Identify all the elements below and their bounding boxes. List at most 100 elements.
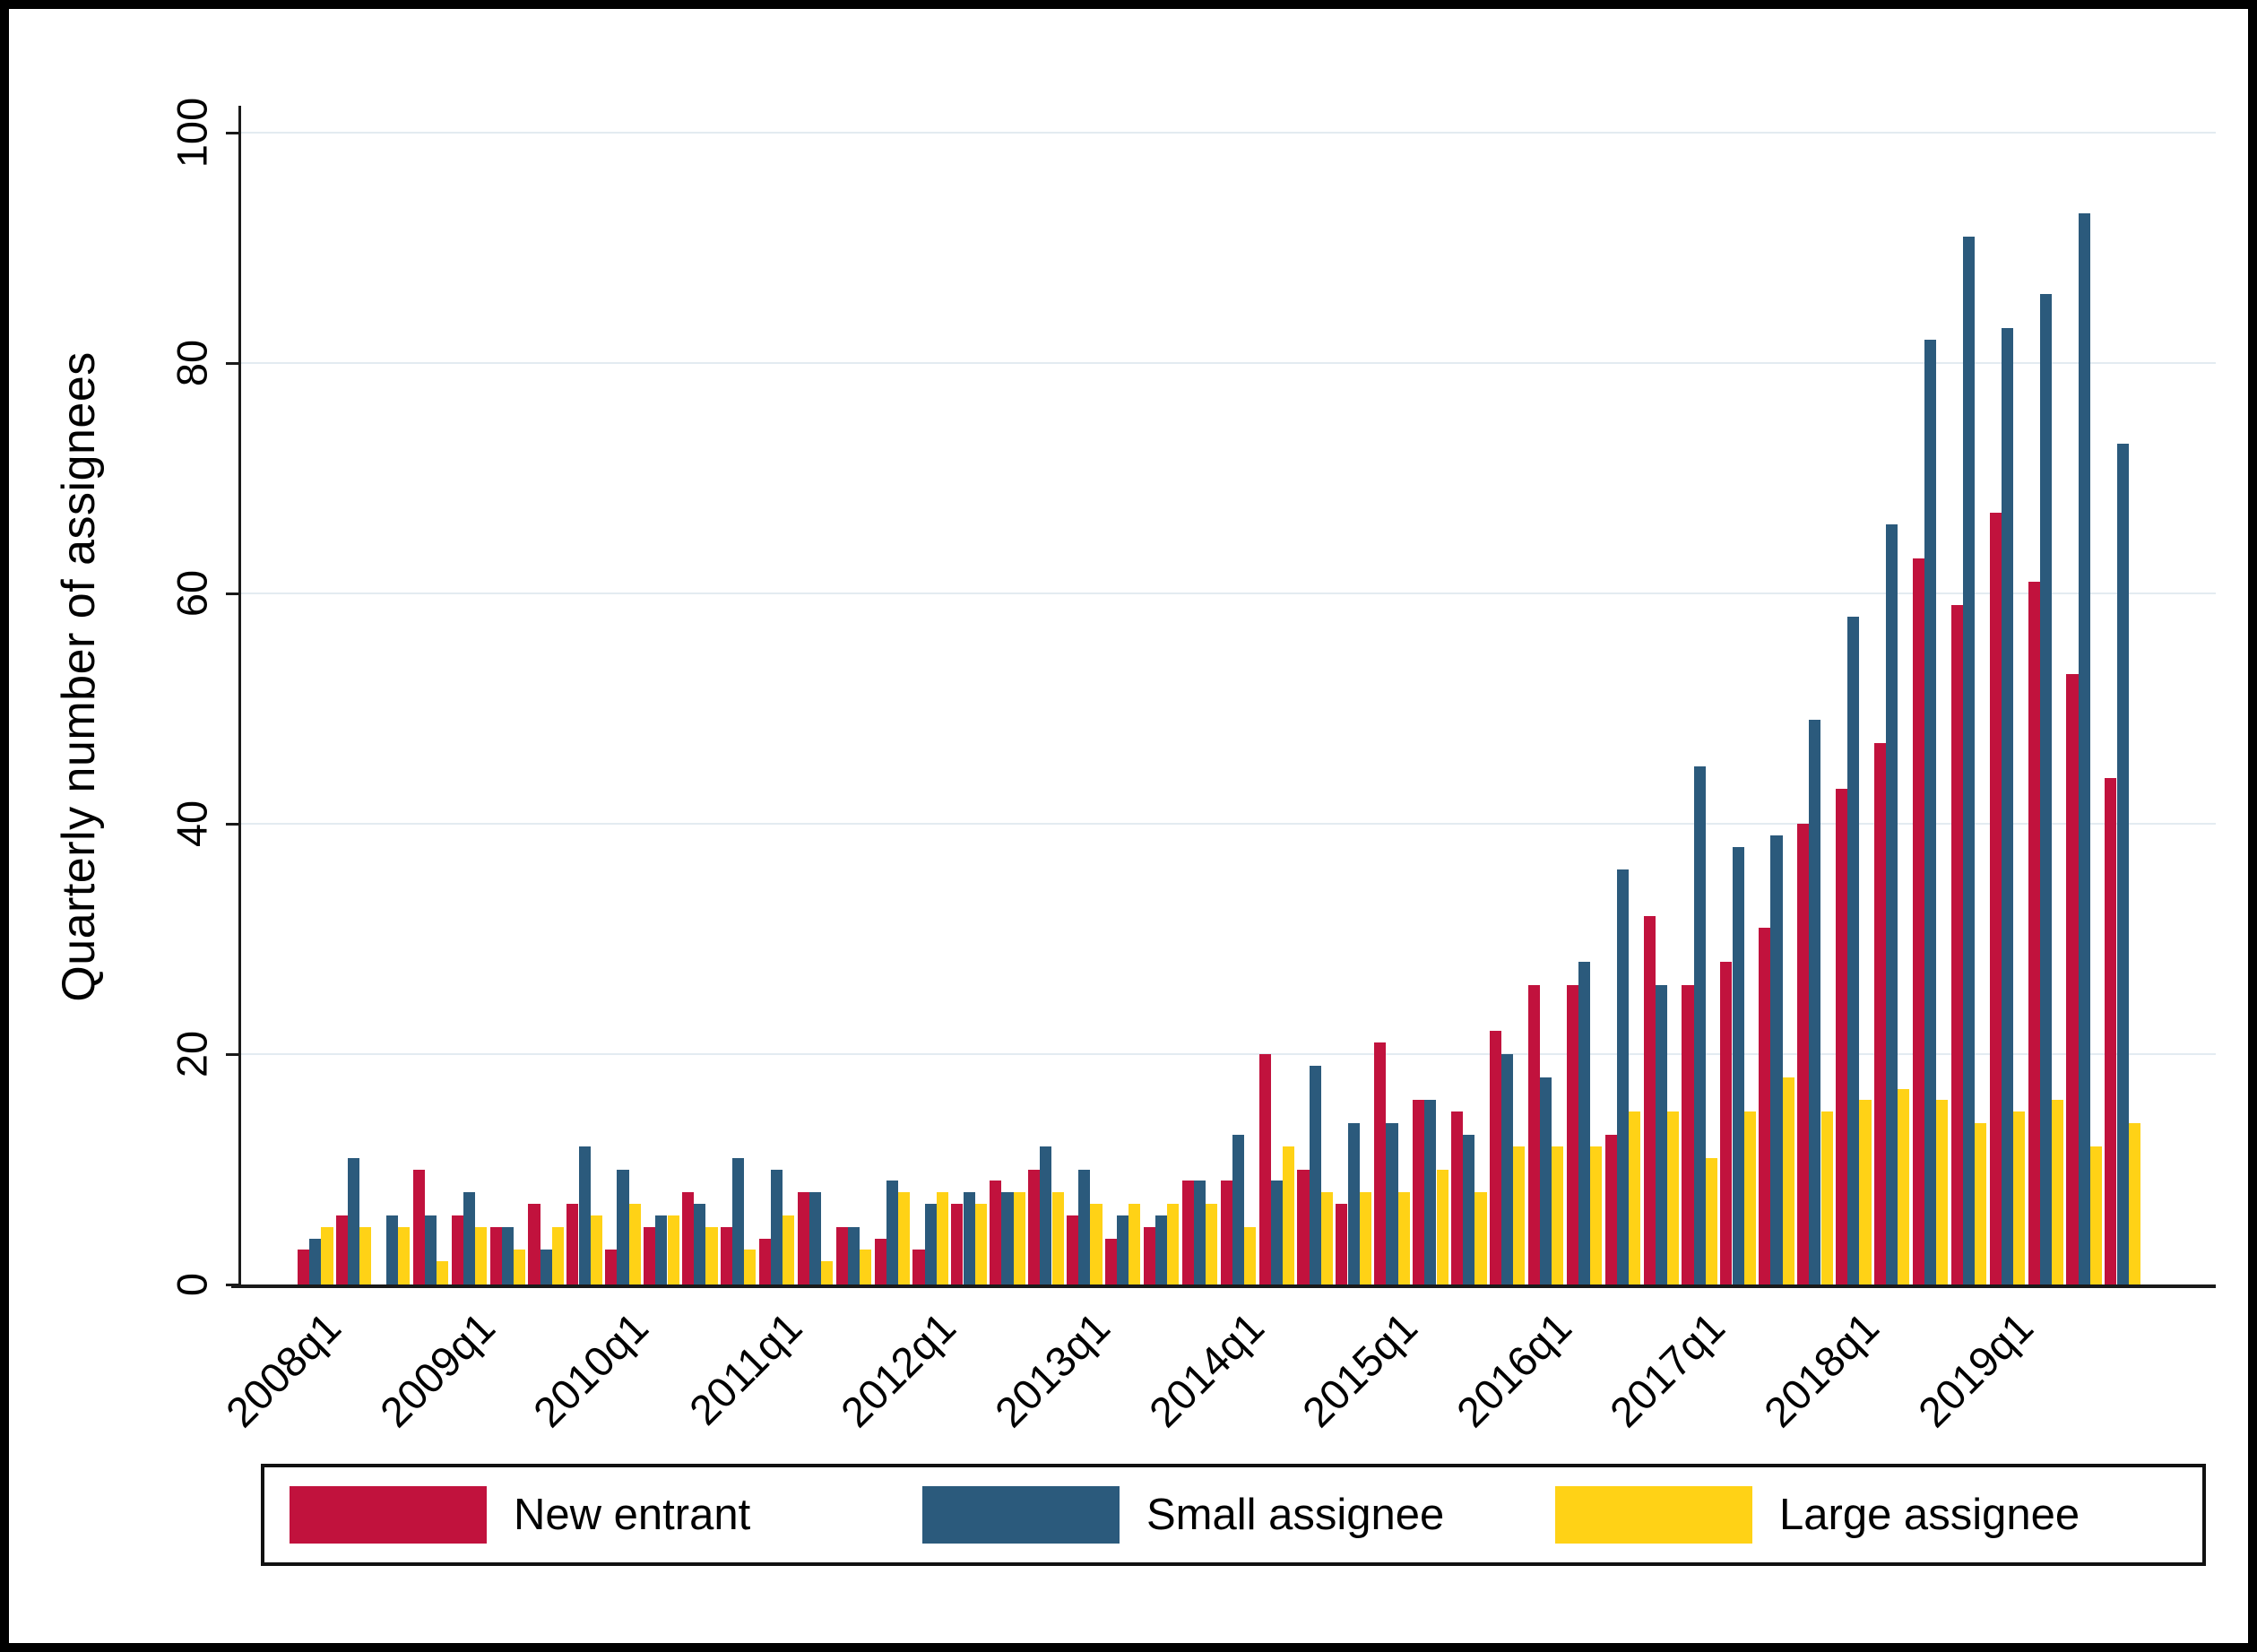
bar-large-assignee-2012q1 [936, 1192, 948, 1284]
gridline-100 [238, 132, 2216, 134]
bar-new-entrant-2018q4 [1950, 604, 1963, 1284]
y-axis-line [238, 106, 241, 1287]
bar-new-entrant-2015q1 [1374, 1042, 1387, 1284]
bar-small-assignee-2015q3 [1463, 1134, 1475, 1284]
bar-small-assignee-2017q3 [1770, 835, 1783, 1284]
legend-swatch-small-assignee [922, 1486, 1120, 1544]
x-tick-label-2009q1: 2009q1 [370, 1302, 504, 1437]
bar-new-entrant-2018q1 [1836, 789, 1848, 1284]
bar-small-assignee-2017q4 [1809, 720, 1821, 1284]
bar-small-assignee-2013q4 [1193, 1181, 1206, 1284]
bar-new-entrant-2013q1 [1067, 1215, 1079, 1284]
x-tick-label-2018q1: 2018q1 [1754, 1302, 1888, 1437]
bar-large-assignee-2010q4 [744, 1250, 757, 1284]
x-tick-label-2015q1: 2015q1 [1293, 1302, 1427, 1437]
bar-new-entrant-2016q3 [1604, 1134, 1617, 1284]
bar-small-assignee-2012q2 [963, 1192, 975, 1284]
bar-large-assignee-2017q1 [1705, 1157, 1717, 1284]
bar-large-assignee-2014q1 [1244, 1226, 1257, 1284]
bar-new-entrant-2018q3 [1912, 558, 1924, 1284]
bar-large-assignee-2011q3 [860, 1250, 872, 1284]
bar-new-entrant-2018q2 [1873, 743, 1887, 1284]
bar-small-assignee-2008q2 [348, 1157, 360, 1284]
x-tick-label-2019q1: 2019q1 [1908, 1302, 2042, 1437]
bar-large-assignee-2012q3 [1013, 1192, 1025, 1284]
bar-large-assignee-2018q4 [1975, 1123, 1987, 1284]
y-tick-40 [226, 823, 238, 826]
y-tick-100 [226, 132, 238, 134]
bar-small-assignee-2011q2 [809, 1192, 822, 1284]
x-tick-label-2010q1: 2010q1 [523, 1302, 658, 1437]
bar-large-assignee-2009q2 [513, 1250, 526, 1284]
bar-small-assignee-2018q1 [1847, 616, 1860, 1284]
bar-new-entrant-2015q2 [1413, 1100, 1425, 1284]
bar-new-entrant-2014q3 [1297, 1169, 1310, 1284]
x-tick-label-2014q1: 2014q1 [1139, 1302, 1273, 1437]
x-tick-label-2008q1: 2008q1 [216, 1302, 350, 1437]
bar-new-entrant-2017q4 [1797, 824, 1810, 1284]
bar-small-assignee-2015q4 [1501, 1054, 1514, 1284]
y-tick-label-0: 0 [168, 1272, 216, 1297]
bar-large-assignee-2018q1 [1859, 1100, 1872, 1284]
y-tick-label-60: 60 [168, 569, 216, 618]
bar-large-assignee-2013q2 [1128, 1204, 1141, 1284]
bar-new-entrant-2013q3 [1143, 1226, 1155, 1284]
x-tick-label-2017q1: 2017q1 [1600, 1302, 1734, 1437]
bar-small-assignee-2013q1 [1078, 1169, 1091, 1284]
bar-new-entrant-2017q1 [1682, 984, 1694, 1284]
bar-new-entrant-2011q3 [835, 1226, 848, 1284]
bar-large-assignee-2016q1 [1552, 1146, 1564, 1284]
bar-new-entrant-2011q2 [797, 1192, 809, 1284]
bar-small-assignee-2008q3 [386, 1215, 399, 1284]
bar-small-assignee-2011q1 [771, 1169, 783, 1284]
legend-swatch-large-assignee [1555, 1486, 1752, 1544]
y-tick-80 [226, 362, 238, 365]
legend-swatch-new-entrant [290, 1486, 487, 1544]
legend-label-small-assignee: Small assignee [1146, 1491, 1445, 1539]
bar-small-assignee-2010q4 [732, 1157, 745, 1284]
bar-small-assignee-2017q2 [1732, 846, 1744, 1284]
bar-large-assignee-2018q2 [1898, 1088, 1910, 1284]
y-tick-label-100: 100 [168, 97, 216, 169]
bar-small-assignee-2015q2 [1424, 1100, 1437, 1284]
bar-large-assignee-2019q4 [2128, 1123, 2140, 1284]
bar-small-assignee-2019q3 [2078, 212, 2090, 1284]
bar-large-assignee-2017q3 [1782, 1077, 1794, 1284]
bar-new-entrant-2009q2 [489, 1226, 502, 1284]
bar-small-assignee-2009q4 [578, 1146, 591, 1284]
bar-small-assignee-2008q4 [424, 1215, 437, 1284]
bar-large-assignee-2017q4 [1820, 1111, 1833, 1284]
bar-new-entrant-2011q1 [758, 1238, 771, 1284]
bar-new-entrant-2016q1 [1527, 984, 1540, 1284]
bar-large-assignee-2010q1 [628, 1204, 641, 1284]
bar-new-entrant-2016q4 [1643, 915, 1656, 1284]
bar-new-entrant-2008q4 [412, 1169, 425, 1284]
bar-small-assignee-2019q2 [2039, 293, 2052, 1284]
bar-small-assignee-2015q1 [1386, 1123, 1398, 1284]
gridline-80 [238, 362, 2216, 364]
bar-new-entrant-2015q3 [1451, 1111, 1464, 1284]
legend-item-new-entrant: New entrant [290, 1486, 922, 1544]
bar-large-assignee-2015q2 [1436, 1169, 1448, 1284]
bar-large-assignee-2011q1 [783, 1215, 795, 1284]
bar-new-entrant-2010q4 [720, 1226, 733, 1284]
bar-large-assignee-2016q3 [1629, 1111, 1641, 1284]
bar-large-assignee-2011q2 [821, 1261, 834, 1284]
bar-large-assignee-2013q1 [1090, 1204, 1103, 1284]
bar-new-entrant-2008q2 [335, 1215, 349, 1284]
bar-new-entrant-2019q4 [2105, 777, 2117, 1284]
bar-new-entrant-2010q1 [605, 1250, 618, 1284]
bar-small-assignee-2010q3 [694, 1204, 706, 1284]
bar-small-assignee-2014q2 [1270, 1181, 1283, 1284]
bar-small-assignee-2014q4 [1347, 1123, 1360, 1284]
legend-label-new-entrant: New entrant [514, 1491, 751, 1539]
legend-item-small-assignee: Small assignee [922, 1486, 1555, 1544]
bar-large-assignee-2012q4 [1051, 1192, 1064, 1284]
bar-large-assignee-2008q2 [359, 1226, 372, 1284]
bar-large-assignee-2014q4 [1359, 1192, 1371, 1284]
bar-small-assignee-2019q4 [2116, 443, 2129, 1284]
bar-new-entrant-2012q3 [990, 1181, 1002, 1284]
bar-small-assignee-2018q2 [1886, 523, 1898, 1284]
bar-small-assignee-2009q2 [501, 1226, 514, 1284]
